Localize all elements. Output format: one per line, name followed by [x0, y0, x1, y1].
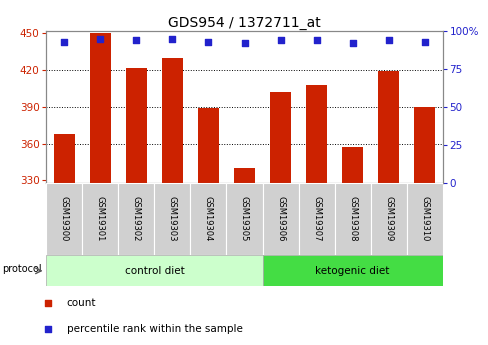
Text: GSM19304: GSM19304: [203, 196, 213, 242]
Point: [44, 300, 52, 306]
Bar: [341, 147, 363, 183]
Point: [384, 37, 392, 43]
Point: [96, 36, 104, 41]
Bar: [406, 183, 442, 255]
Bar: [370, 183, 406, 255]
Bar: [54, 134, 75, 183]
Bar: [334, 183, 370, 255]
Bar: [82, 183, 118, 255]
Point: [312, 37, 320, 43]
Bar: [162, 58, 183, 183]
Text: percentile rank within the sample: percentile rank within the sample: [66, 324, 242, 334]
Bar: [118, 183, 154, 255]
Bar: [197, 108, 219, 183]
Point: [168, 36, 176, 41]
Point: [348, 40, 356, 46]
Point: [240, 40, 248, 46]
Point: [204, 39, 212, 45]
Point: [44, 326, 52, 331]
Point: [276, 37, 284, 43]
Bar: [269, 92, 291, 183]
Text: GSM19307: GSM19307: [311, 196, 320, 242]
Text: GSM19306: GSM19306: [275, 196, 285, 242]
Bar: [226, 183, 262, 255]
Text: GSM19300: GSM19300: [60, 196, 69, 242]
Point: [61, 39, 68, 45]
Text: GSM19305: GSM19305: [240, 196, 248, 242]
Text: ketogenic diet: ketogenic diet: [315, 266, 389, 276]
Bar: [46, 183, 82, 255]
Point: [132, 37, 140, 43]
Bar: [305, 85, 326, 183]
Title: GDS954 / 1372711_at: GDS954 / 1372711_at: [168, 16, 320, 30]
Bar: [262, 255, 442, 286]
Text: GSM19301: GSM19301: [96, 196, 105, 242]
Bar: [89, 33, 111, 183]
Bar: [190, 183, 226, 255]
Text: GSM19310: GSM19310: [419, 196, 428, 242]
Bar: [154, 183, 190, 255]
Text: GSM19302: GSM19302: [132, 196, 141, 242]
Point: [420, 39, 427, 45]
Text: GSM19308: GSM19308: [347, 196, 356, 242]
Text: count: count: [66, 298, 96, 308]
Text: GSM19309: GSM19309: [383, 196, 392, 242]
Bar: [298, 183, 334, 255]
Bar: [125, 68, 147, 183]
Text: protocol: protocol: [2, 264, 42, 274]
Text: GSM19303: GSM19303: [168, 196, 177, 242]
Text: control diet: control diet: [124, 266, 184, 276]
Bar: [233, 168, 255, 183]
Bar: [46, 255, 262, 286]
Bar: [262, 183, 298, 255]
Bar: [413, 107, 434, 183]
Bar: [377, 71, 399, 183]
